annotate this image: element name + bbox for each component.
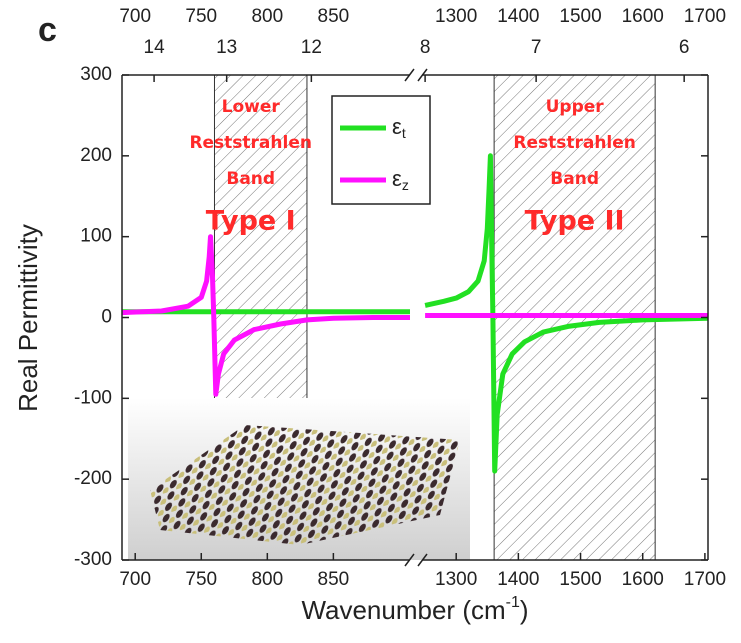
legend-label: εt xyxy=(392,114,406,141)
x2-tick-label: 6 xyxy=(679,37,690,58)
x-tick-label: 1400 xyxy=(497,569,539,590)
panel-label: c xyxy=(38,11,57,49)
x-tick-label: 1700 xyxy=(684,569,726,590)
legend-subscript: z xyxy=(402,177,409,193)
x-tick-label: 800 xyxy=(251,569,283,590)
x-tick-label: 1600 xyxy=(622,569,664,590)
x-tick-label: 750 xyxy=(185,569,217,590)
y-tick-label: 100 xyxy=(80,226,112,247)
x-top-tick-label: 700 xyxy=(119,6,151,27)
legend-box xyxy=(331,95,431,205)
inset-image xyxy=(128,398,470,560)
band-type: Type I xyxy=(206,206,296,237)
x-top-tick-label: 750 xyxy=(185,6,217,27)
x-axis-title-main: Wavenumber (cm xyxy=(301,595,505,625)
x-top-tick-label: 1500 xyxy=(559,6,601,27)
x2-tick-label: 12 xyxy=(301,37,322,58)
legend-name: ε xyxy=(392,114,402,139)
legend-subscript: t xyxy=(402,125,406,141)
legend-label: εz xyxy=(392,166,409,193)
y-tick-label: -200 xyxy=(74,468,112,489)
x-tick-label: 1500 xyxy=(559,569,601,590)
band-label: Reststrahlen xyxy=(189,133,312,153)
x-top-tick-label: 1700 xyxy=(684,6,726,27)
y-tick-label: 300 xyxy=(80,64,112,85)
x-axis-title-sup: -1 xyxy=(506,594,520,611)
x-top-tick-label: 1600 xyxy=(622,6,664,27)
band-label: Upper xyxy=(546,97,605,117)
band-label: Reststrahlen xyxy=(513,133,636,153)
y-tick-label: 200 xyxy=(80,145,112,166)
x-tick-label: 700 xyxy=(119,569,151,590)
x-top-tick-label: 850 xyxy=(318,6,350,27)
x2-tick-label: 14 xyxy=(144,37,166,58)
y-axis-title: Real Permittivity xyxy=(13,224,43,412)
x2-tick-label: 13 xyxy=(216,37,237,58)
legend-name: ε xyxy=(392,166,402,191)
x2-tick-label: 7 xyxy=(531,37,542,58)
axis-break xyxy=(404,68,428,567)
series-line xyxy=(121,234,410,397)
y-tick-label: 0 xyxy=(101,307,112,328)
axes xyxy=(121,68,709,567)
lattice xyxy=(150,425,460,545)
x-axis-title: Wavenumber (cm-1) xyxy=(301,594,528,625)
band-label: Band xyxy=(550,169,599,189)
x2-tick-label: 8 xyxy=(420,37,431,58)
x-top-tick-label: 800 xyxy=(251,6,283,27)
x-tick-label: 1300 xyxy=(435,569,477,590)
band-label: Band xyxy=(226,169,275,189)
x-top-tick-label: 1300 xyxy=(435,6,477,27)
x-tick-label: 850 xyxy=(318,569,350,590)
y-tick-label: -100 xyxy=(74,387,112,408)
x-top-tick-label: 1400 xyxy=(497,6,539,27)
y-tick-label: -300 xyxy=(74,549,112,570)
band-label: Lower xyxy=(222,97,281,117)
band-type: Type II xyxy=(525,206,625,237)
curves xyxy=(121,153,709,474)
x-axis-title-end: ) xyxy=(520,595,529,625)
